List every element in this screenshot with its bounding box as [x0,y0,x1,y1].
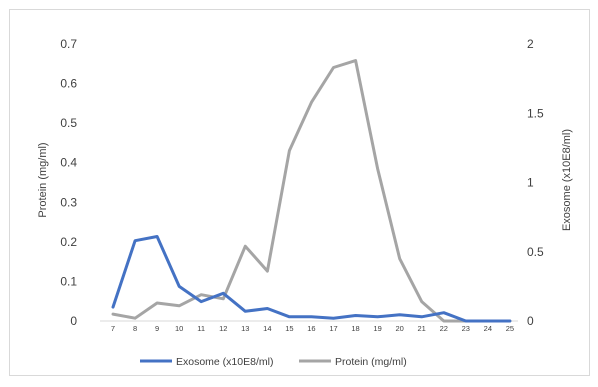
x-tick-label: 12 [219,324,227,333]
x-tick-label: 21 [418,324,426,333]
x-axis-ticks: 7 8 9 10 11 12 13 14 15 16 17 18 19 20 21 22 23 24 25 [111,324,514,333]
left-tick-label: 0.7 [60,37,77,51]
left-tick-label: 0.4 [60,156,77,170]
right-axis-title: Exosome (x10E8/ml) [561,129,573,231]
x-tick-label: 16 [307,324,315,333]
left-tick-label: 0.5 [60,116,77,130]
x-tick-label: 19 [373,324,381,333]
right-tick-label: 1.5 [527,106,544,120]
right-axis-ticks: 2 1.5 1 0.5 0 [527,37,544,328]
right-tick-label: 1 [527,176,534,190]
x-tick-label: 25 [506,324,514,333]
right-tick-label: 2 [527,37,534,51]
left-tick-label: 0.2 [60,235,77,249]
x-tick-label: 13 [241,324,249,333]
series-lines [113,61,510,321]
series-line-exosome [113,237,510,322]
left-axis-title: Protein (mg/ml) [37,142,49,217]
x-tick-label: 22 [440,324,448,333]
x-tick-label: 15 [285,324,293,333]
x-tick-label: 23 [462,324,470,333]
x-tick-label: 7 [111,324,115,333]
right-tick-label: 0.5 [527,245,544,259]
series-line-protein [113,61,510,321]
left-tick-label: 0.1 [60,274,77,288]
left-tick-label: 0.3 [60,195,77,209]
x-tick-label: 8 [133,324,137,333]
left-tick-label: 0 [70,314,77,328]
legend-label-protein: Protein (mg/ml) [335,356,407,368]
legend-label-exosome: Exosome (x10E8/ml) [176,356,273,368]
x-tick-label: 9 [155,324,159,333]
x-tick-label: 14 [263,324,271,333]
legend: Exosome (x10E8/ml) Protein (mg/ml) [140,356,407,368]
x-tick-label: 10 [175,324,183,333]
x-tick-label: 18 [351,324,359,333]
right-tick-label: 0 [527,314,534,328]
x-tick-label: 11 [197,324,205,333]
x-tick-label: 17 [329,324,337,333]
left-axis-ticks: 0.7 0.6 0.5 0.4 0.3 0.2 0.1 0 [60,37,77,328]
left-tick-label: 0.6 [60,77,77,91]
x-tick-label: 24 [484,324,492,333]
x-tick-label: 20 [395,324,403,333]
